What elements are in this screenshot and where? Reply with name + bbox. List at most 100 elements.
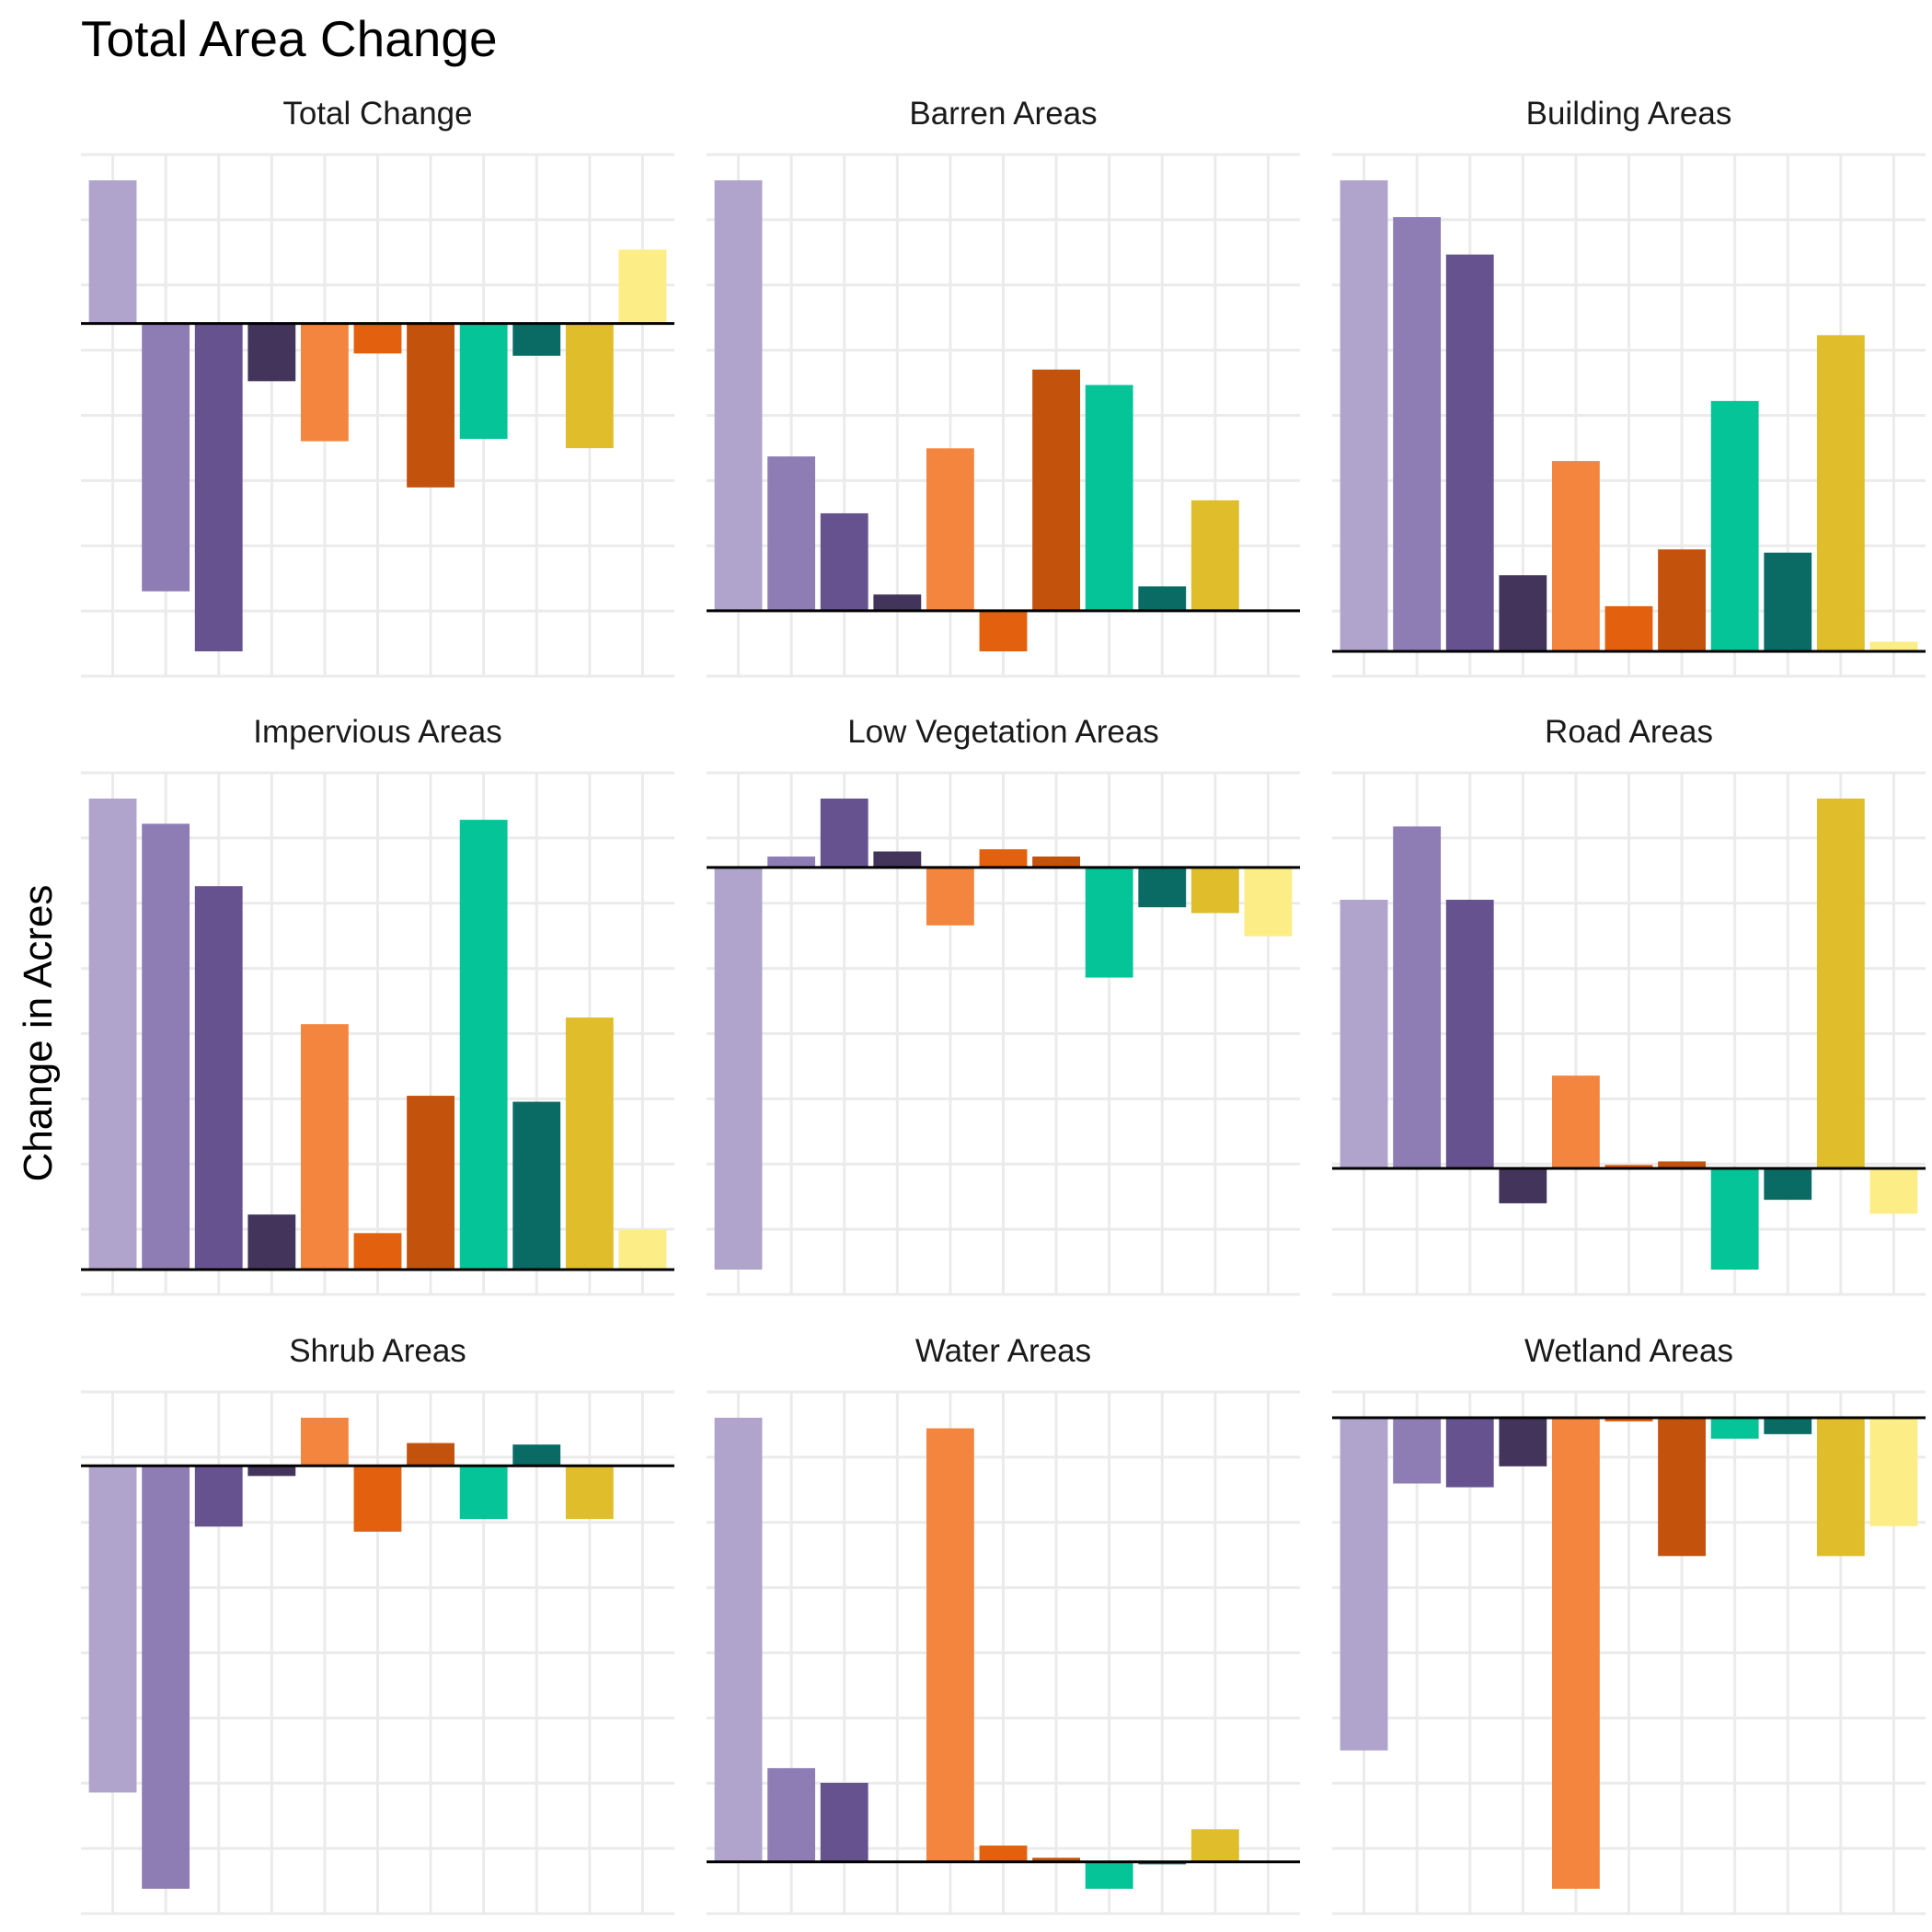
bar (1604, 1165, 1653, 1169)
bar (1604, 1418, 1653, 1422)
bar (194, 1466, 243, 1527)
bar (820, 799, 868, 868)
bar (1816, 799, 1865, 1169)
bar (194, 886, 243, 1270)
bar (1393, 1418, 1442, 1484)
bar (1032, 1857, 1081, 1862)
bar (979, 1846, 1028, 1862)
bar (767, 857, 816, 868)
bar (1869, 1418, 1918, 1526)
facet-panel: Shrub Areas (81, 1333, 674, 1915)
bar (979, 849, 1028, 868)
facet-panel: Low Vegetation Areas (707, 714, 1300, 1296)
bar (1445, 899, 1494, 1169)
bar (1816, 1418, 1865, 1557)
bar (300, 1024, 349, 1270)
bar (142, 1466, 190, 1889)
bar (873, 851, 922, 868)
facet-panel: Impervious Areas (81, 714, 674, 1296)
bar (1085, 867, 1133, 978)
bar (459, 1466, 508, 1520)
bar (1869, 641, 1918, 651)
bar (407, 1096, 455, 1270)
bar (1658, 1161, 1707, 1169)
panel-title: Total Change (282, 96, 472, 132)
bar (1244, 867, 1293, 937)
bar (1499, 1418, 1547, 1466)
bar (1551, 461, 1600, 651)
bar (1710, 1168, 1759, 1270)
panel-title: Building Areas (1526, 96, 1732, 132)
bar (1764, 1168, 1812, 1201)
bar (714, 180, 763, 611)
panel-title: Road Areas (1545, 714, 1713, 750)
bar (926, 867, 974, 926)
bar (1710, 400, 1759, 651)
bar (1138, 586, 1187, 611)
chart-title: Total Area Change (81, 10, 498, 67)
bar (1340, 180, 1388, 651)
bar (1499, 575, 1547, 651)
bar (407, 1443, 455, 1466)
bar (353, 323, 402, 354)
panel-title: Wetland Areas (1524, 1333, 1733, 1369)
bar (1499, 1168, 1547, 1203)
bar (353, 1466, 402, 1532)
bar (1393, 216, 1442, 651)
bar (1869, 1168, 1918, 1214)
bar (767, 1767, 816, 1862)
bar (88, 180, 137, 324)
bar (1032, 857, 1081, 868)
bar (1340, 899, 1388, 1169)
bar (88, 1466, 137, 1793)
bar (1710, 1418, 1759, 1439)
facet-panel: Water Areas (707, 1333, 1300, 1915)
bar (926, 1428, 974, 1862)
panel-title: Barren Areas (909, 96, 1097, 132)
panel-title: Low Vegetation Areas (847, 714, 1159, 750)
bar (1085, 385, 1133, 611)
bar (142, 823, 190, 1270)
bar (142, 323, 190, 592)
bar (820, 1782, 868, 1862)
bar (1764, 1418, 1812, 1434)
bar (979, 610, 1028, 651)
facet-panel: Building Areas (1332, 96, 1926, 678)
bar (926, 448, 974, 611)
bar (565, 1017, 614, 1270)
bar (1764, 552, 1812, 651)
bar (767, 456, 816, 611)
bar (618, 1229, 667, 1270)
bar (300, 323, 349, 442)
bar (1340, 1418, 1388, 1751)
facet-panel: Wetland Areas (1332, 1333, 1926, 1915)
bar (618, 249, 667, 324)
bar (1445, 1418, 1494, 1488)
panel-title: Water Areas (915, 1333, 1091, 1369)
bar (300, 1418, 349, 1466)
bar (353, 1233, 402, 1270)
bar (873, 594, 922, 611)
facet-panel: Total Change (81, 96, 674, 678)
bar (1085, 1861, 1133, 1889)
panel-title: Impervious Areas (253, 714, 501, 750)
bar (512, 323, 561, 356)
bar (1551, 1418, 1600, 1889)
bar (714, 1418, 763, 1862)
bar (1445, 254, 1494, 651)
bar (247, 1466, 296, 1477)
bar (1604, 605, 1653, 651)
bar (1658, 1418, 1707, 1557)
bar (1032, 369, 1081, 611)
bar (1393, 826, 1442, 1169)
bar (1190, 1829, 1239, 1862)
panel-title: Shrub Areas (289, 1333, 466, 1369)
bar (512, 1101, 561, 1270)
facet-panel: Road Areas (1332, 714, 1926, 1296)
bar (1816, 335, 1865, 651)
bar (247, 323, 296, 382)
bar (512, 1444, 561, 1466)
bar (1658, 549, 1707, 651)
bar (565, 1466, 614, 1520)
